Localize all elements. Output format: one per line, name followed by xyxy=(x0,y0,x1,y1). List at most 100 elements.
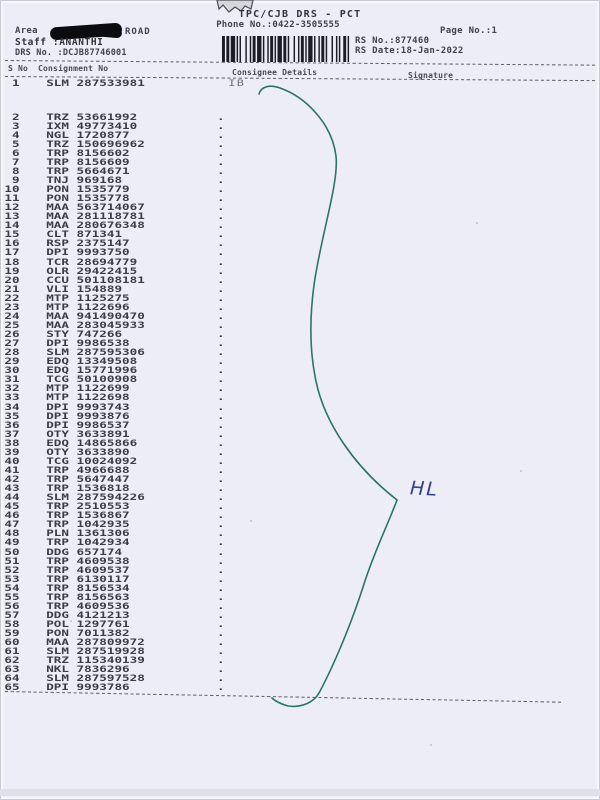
row-sno: 38 xyxy=(4,438,20,449)
row-sno: 21 xyxy=(4,284,20,295)
consignee-mark: . xyxy=(217,402,225,413)
row-sno: 39 xyxy=(4,447,20,458)
consignee-mark: . xyxy=(217,665,225,676)
row-sno: 59 xyxy=(4,629,20,640)
row-sno: 2 xyxy=(12,112,20,123)
row-consignment: SLM 287595306 xyxy=(46,348,145,359)
column-header-signature: Signature xyxy=(408,71,454,80)
row-sno: 53 xyxy=(4,574,20,585)
row-consignment: SLM 287519928 xyxy=(46,647,145,658)
row-consignment: TCG 50100908 xyxy=(46,375,138,386)
table-row: 50 DDG 657174. xyxy=(0,547,462,558)
row-sno: 47 xyxy=(4,520,20,531)
consignee-mark: . xyxy=(217,629,225,640)
table-row: 22 MTP 1125275. xyxy=(0,293,462,304)
consignee-mark: . xyxy=(217,157,225,168)
consignee-mark: . xyxy=(217,293,225,304)
row-consignment: MTP 1122698 xyxy=(46,393,130,404)
row-consignment: PLN 1361306 xyxy=(46,529,130,540)
table-row: 23 MTP 1122696. xyxy=(0,302,462,313)
consignee-mark: . xyxy=(217,574,225,585)
table-row: 62 TRZ 115340139. xyxy=(0,657,462,666)
row-consignment: TRP 1536867 xyxy=(46,511,130,522)
document-title: TPC/CJB DRS - PCT xyxy=(238,9,362,20)
row-sno: 50 xyxy=(4,547,20,558)
row-sno: 63 xyxy=(4,665,20,676)
table-row: 44 SLM 287594226. xyxy=(0,494,462,503)
row-sno: 64 xyxy=(4,674,20,685)
consignee-mark: . xyxy=(217,139,225,150)
table-row: 58 POL 1297761. xyxy=(0,621,462,630)
row-consignment: MAA 287809972 xyxy=(46,638,145,649)
row-consignment: OTY 3633890 xyxy=(46,447,130,458)
table-row: 12 MAA 563714067. xyxy=(0,204,462,213)
rs-number: RS No.:877460 xyxy=(355,36,430,46)
row-consignment: RSP 2375147 xyxy=(46,239,130,250)
row-consignment: EDQ 15771996 xyxy=(46,366,138,377)
consignee-mark: . xyxy=(217,357,225,368)
consignee-mark: . xyxy=(217,529,225,540)
row-consignment: TRP 8156609 xyxy=(46,157,130,168)
table-row: 54 TRP 8156534. xyxy=(0,584,462,594)
table-row: 16 RSP 2375147. xyxy=(0,240,462,249)
row-sno: 46 xyxy=(4,511,20,522)
scan-speck xyxy=(476,222,478,224)
row-sno: 57 xyxy=(4,610,20,621)
table-row: 25 MAA 283045933. xyxy=(0,321,462,331)
row-consignee: IB xyxy=(228,79,246,89)
row-consignment: NKL 7836296 xyxy=(46,665,130,676)
row-consignment: PON 1535779 xyxy=(46,185,130,195)
table-row: 45 TRP 2510553. xyxy=(0,503,462,512)
row-sno: 31 xyxy=(4,375,20,386)
table-row: 43 TRP 1536818. xyxy=(0,485,462,494)
consignee-mark: . xyxy=(217,366,225,377)
consignee-mark: . xyxy=(217,203,225,214)
consignee-mark: . xyxy=(217,266,225,277)
consignee-mark: . xyxy=(217,284,225,295)
row-sno: 32 xyxy=(4,384,20,395)
row-sno: 65 xyxy=(4,683,20,694)
consignee-mark: . xyxy=(217,538,225,549)
row-consignment: POL 1297761 xyxy=(46,620,130,630)
area-value: ROAD xyxy=(125,27,151,37)
consignee-mark: . xyxy=(217,257,225,268)
consignee-mark: . xyxy=(217,212,225,223)
table-row: 5 TRZ 150696962. xyxy=(0,139,462,150)
table-row: 20 CCU 501108181. xyxy=(0,275,462,286)
row-consignment: MTP 1122699 xyxy=(46,384,130,395)
consignee-mark: . xyxy=(217,502,225,513)
table-row: 52 TRP 4609537. xyxy=(0,566,462,576)
consignee-mark: . xyxy=(217,592,225,603)
consignee-mark: . xyxy=(217,375,225,386)
consignee-mark: . xyxy=(217,130,225,141)
table-row: 65 DPI 9993786. xyxy=(0,684,462,693)
row-sno: 24 xyxy=(4,311,20,322)
row-sno: 3 xyxy=(12,121,20,132)
consignee-mark: . xyxy=(217,166,225,177)
table-row: 11 PON 1535778. xyxy=(0,195,462,204)
row-sno: 41 xyxy=(4,465,20,476)
table-row: 59 PON 7011382. xyxy=(0,630,462,639)
row-sno: 7 xyxy=(12,157,20,168)
row-consignment: PON 7011382 xyxy=(46,629,130,640)
table-row: 14 MAA 280676348. xyxy=(0,222,462,231)
table-row: 51 TRP 4609538. xyxy=(0,557,462,567)
row-consignment: TRP 1042935 xyxy=(46,520,130,531)
consignee-mark: . xyxy=(217,610,225,621)
table-row: 19 OLR 29422415. xyxy=(0,266,462,277)
row-consignment: EDQ 14865866 xyxy=(46,438,138,449)
row-sno: 42 xyxy=(4,475,20,485)
row-sno: 61 xyxy=(4,647,20,658)
row-sno: 35 xyxy=(4,411,20,422)
table-row: 21 VLI 154889. xyxy=(0,284,462,295)
row-consignment: MTP 1122696 xyxy=(46,302,130,313)
table-row: 30 EDQ 15771996. xyxy=(0,367,462,376)
row-consignment: TRP 5647447 xyxy=(46,475,130,485)
row-consignment: CLT 871341 xyxy=(46,230,123,241)
row-consignment: TRP 4609536 xyxy=(46,601,130,612)
row-consignment: TCR 28694779 xyxy=(46,257,138,268)
row-consignment: DPI 9986537 xyxy=(46,420,130,431)
row-sno: 20 xyxy=(4,275,20,286)
table-row: 3 IXM 49773410. xyxy=(0,121,462,132)
table-row: 63 NKL 7836296. xyxy=(0,666,462,675)
